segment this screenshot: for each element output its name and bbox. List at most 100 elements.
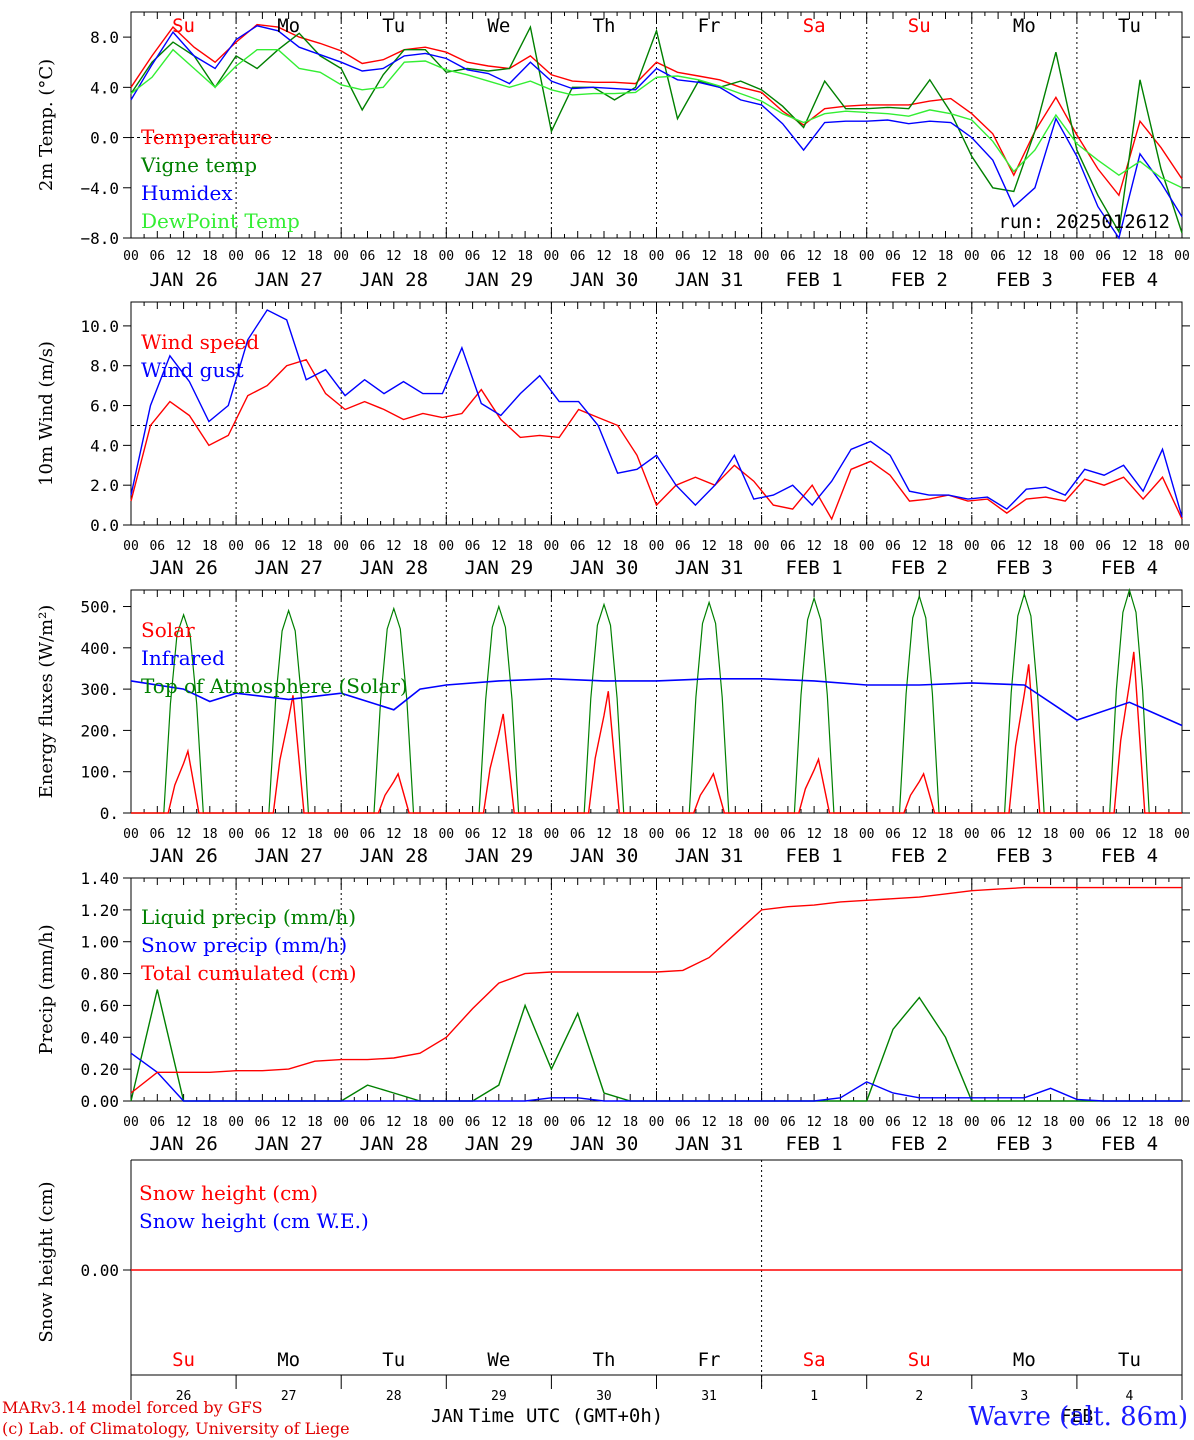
panel-3-hour-label: 06 [885, 827, 901, 842]
panel-2-legend-entry: Wind speed [141, 330, 259, 354]
panel-3-hour-label: 18 [938, 827, 954, 842]
panel-1-date-label: FEB 3 [996, 269, 1053, 291]
precip-series-3 [130, 886, 1182, 1094]
panel-1-legend-entry: Vigne temp [140, 153, 257, 177]
panel-4-date-label: JAN 31 [675, 1133, 744, 1155]
panel-1-ytick-label: 8.0 [90, 28, 119, 47]
panel-2-hour-label: 12 [806, 539, 822, 554]
panel-2-hour-label: 12 [491, 539, 507, 554]
panel-3-hour-label: 18 [517, 827, 533, 842]
panel-2-hour-label: 18 [1043, 539, 1059, 554]
panel-2-hour-label: 12 [386, 539, 402, 554]
panel-1-ytick-label: 4.0 [90, 78, 119, 97]
panel-3-hour-label: 12 [911, 827, 927, 842]
panel-1-hour-label: 18 [622, 249, 638, 264]
panel-4-legend-entry: Snow precip (mm/h) [141, 933, 347, 957]
panel-1-date-label: JAN 31 [675, 269, 744, 291]
panel-1-hour-label: 12 [1017, 249, 1033, 264]
panel-3-hour-label: 12 [491, 827, 507, 842]
panel-4-hour-label: 18 [833, 1115, 849, 1130]
panel-1-weekday-label: Mo [277, 15, 300, 37]
panel-2-hour-label: 00 [1174, 539, 1190, 554]
panel-1-frame [130, 11, 1183, 239]
panel-1-hour-label: 00 [964, 249, 980, 264]
panel-5-day-number: 30 [596, 1389, 612, 1404]
panel-3-hour-label: 00 [1069, 827, 1085, 842]
panel-2-hour-label: 18 [1148, 539, 1164, 554]
panel-4-hour-label: 00 [228, 1115, 244, 1130]
panel-3-hour-label: 00 [649, 827, 665, 842]
panel-4-hour-label: 18 [938, 1115, 954, 1130]
panel-2-hour-label: 06 [149, 539, 165, 554]
panel-1-hour-label: 12 [596, 249, 612, 264]
panel-3-hour-label: 12 [596, 827, 612, 842]
panel-4-hour-label: 06 [780, 1115, 796, 1130]
panel-4-hour-label: 12 [806, 1115, 822, 1130]
panel-1-weekday-label: Tu [1118, 15, 1141, 37]
panel-3-date-label: JAN 30 [570, 845, 639, 867]
panel-1-ytick-label: −4.0 [80, 179, 119, 198]
panel-1-hour-label: 06 [465, 249, 481, 264]
panel-4-hour-label: 00 [544, 1115, 560, 1130]
panel-1-hour-label: 00 [1069, 249, 1085, 264]
panel-2-ytick-label: 4.0 [90, 436, 119, 455]
panel-4-date-label: FEB 4 [1101, 1133, 1158, 1155]
panel-4-hour-label: 00 [649, 1115, 665, 1130]
panel-3-hour-label: 00 [544, 827, 560, 842]
panel-1-date-label: JAN 27 [254, 269, 323, 291]
panel-1-hour-label: 00 [1174, 249, 1190, 264]
panel-3-hour-label: 18 [202, 827, 218, 842]
run-label: run: 2025012612 [998, 211, 1170, 233]
panel-4-hour-label: 00 [859, 1115, 875, 1130]
panel-3-hour-label: 06 [675, 827, 691, 842]
panel-4-hour-label: 12 [701, 1115, 717, 1130]
panel-5-day-number: 27 [281, 1389, 297, 1404]
panel-2-date-label: JAN 27 [254, 557, 323, 579]
panel-5-day-number: 29 [491, 1389, 507, 1404]
panel-2-ytick-label: 2.0 [90, 476, 119, 495]
panel-5-day-number: 3 [1020, 1389, 1028, 1404]
panel-4-hour-label: 18 [727, 1115, 743, 1130]
panel-3-hour-label: 18 [727, 827, 743, 842]
panel-1-hour-label: 06 [360, 249, 376, 264]
panel-5-weekday-label: Mo [277, 1349, 300, 1371]
panel-4-ytick-label: 0.40 [80, 1028, 119, 1047]
panel-1-hour-label: 12 [806, 249, 822, 264]
panel-1-hour-label: 06 [149, 249, 165, 264]
panel-1-hour-label: 12 [176, 249, 192, 264]
panel-1-hour-label: 12 [701, 249, 717, 264]
panel-3-hour-label: 12 [281, 827, 297, 842]
panel-3-date-label: FEB 4 [1101, 845, 1158, 867]
panel-2-date-label: JAN 30 [570, 557, 639, 579]
panel-1-legend-entry: Temperature [141, 125, 272, 149]
panel-4-hour-label: 06 [149, 1115, 165, 1130]
panel-5-day-number: 26 [176, 1389, 192, 1404]
panel-1-hour-ticks [130, 12, 1183, 238]
x-axis-title: Time UTC (GMT+0h) [469, 1405, 663, 1427]
panel-5-day-ticks [130, 1375, 1183, 1389]
panel-2-hour-label: 12 [596, 539, 612, 554]
panel-3-hour-label: 06 [360, 827, 376, 842]
panel-4-hour-label: 06 [360, 1115, 376, 1130]
panel-4-hour-label: 00 [754, 1115, 770, 1130]
panel-5-legend-entry: Snow height (cm) [139, 1181, 318, 1205]
panel-1-hour-label: 18 [202, 249, 218, 264]
panel-2-hour-label: 18 [412, 539, 428, 554]
panel-4-hour-label: 12 [911, 1115, 927, 1130]
panel-3-legend-entry: Infrared [141, 646, 225, 670]
panel-3-hour-label: 12 [806, 827, 822, 842]
panel-4-hour-label: 12 [281, 1115, 297, 1130]
panel-1-weekday-label: Mo [1013, 15, 1036, 37]
panel-1-hour-label: 18 [938, 249, 954, 264]
panel-3-legend-entry: Solar [141, 618, 195, 642]
panel-3-hour-label: 06 [149, 827, 165, 842]
panel-3-hour-label: 12 [1122, 827, 1138, 842]
month-label-jan: JAN [431, 1406, 464, 1427]
panel-2-hour-label: 12 [1017, 539, 1033, 554]
panel-1-hour-label: 00 [544, 249, 560, 264]
temp-series-3 [130, 25, 1183, 240]
month-label-feb: FEB [1061, 1406, 1094, 1427]
panel-1-hour-label: 06 [675, 249, 691, 264]
panel-1-weekday-label: Su [908, 15, 931, 37]
panel-3-ytick-label: 500. [80, 598, 119, 617]
